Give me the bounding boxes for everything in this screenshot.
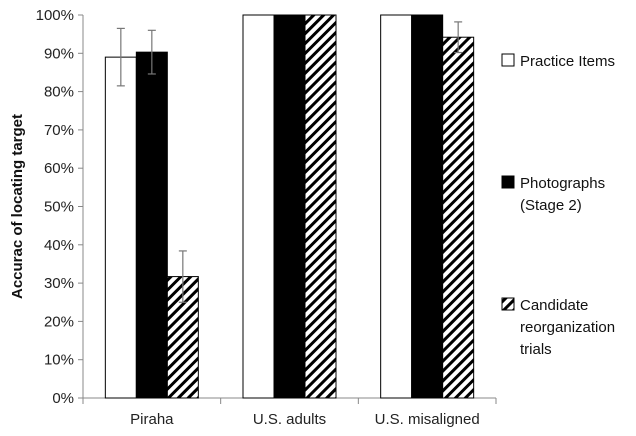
bar-u-s-misaligned-series-3 xyxy=(442,36,475,399)
bar-u-s-adults-series-2 xyxy=(273,14,306,399)
legend-swatch xyxy=(501,297,515,311)
error-bars xyxy=(116,21,463,303)
legend-swatch xyxy=(501,175,515,189)
bar-piraha-series-1 xyxy=(104,56,137,399)
bar-u-s-adults-series-3 xyxy=(304,14,337,399)
y-axis-label: Accurac of locating target xyxy=(9,114,26,299)
bar-piraha-series-2 xyxy=(135,51,168,399)
y-tick-label: 0% xyxy=(52,390,74,407)
x-tick-label: U.S. misaligned xyxy=(375,411,480,428)
bars xyxy=(104,14,475,399)
legend-swatch xyxy=(501,53,515,67)
legend-label: (Stage 2) xyxy=(520,197,582,214)
y-tick-label: 40% xyxy=(44,237,74,254)
axes: 0% 10% 20% 30% 40% 50% 60% 70% 80% 90% 100% Accurac… xyxy=(9,7,497,428)
y-tick-label: 70% xyxy=(44,122,74,139)
legend-label: Photographs xyxy=(520,175,605,192)
legend-label: Candidate xyxy=(520,297,588,314)
y-tick-label: 100% xyxy=(36,7,74,24)
y-tick-label: 60% xyxy=(44,160,74,177)
bar-u-s-misaligned-series-2 xyxy=(411,14,444,399)
y-tick-label: 50% xyxy=(44,199,74,216)
y-tick-label: 80% xyxy=(44,84,74,101)
legend-label: reorganization xyxy=(520,319,615,336)
x-tick-label: U.S. adults xyxy=(253,411,326,428)
bar-u-s-adults-series-1 xyxy=(242,14,275,399)
bar-u-s-misaligned-series-1 xyxy=(380,14,413,399)
legend: Practice Items Photographs (Stage 2) Candid… xyxy=(501,53,615,358)
y-tick-label: 10% xyxy=(44,352,74,369)
x-tick-label: Piraha xyxy=(130,411,174,428)
y-tick-label: 30% xyxy=(44,275,74,292)
legend-label: Practice Items xyxy=(520,53,615,70)
y-tick-label: 20% xyxy=(44,313,74,330)
y-tick-label: 90% xyxy=(44,45,74,62)
legend-label: trials xyxy=(520,341,552,358)
